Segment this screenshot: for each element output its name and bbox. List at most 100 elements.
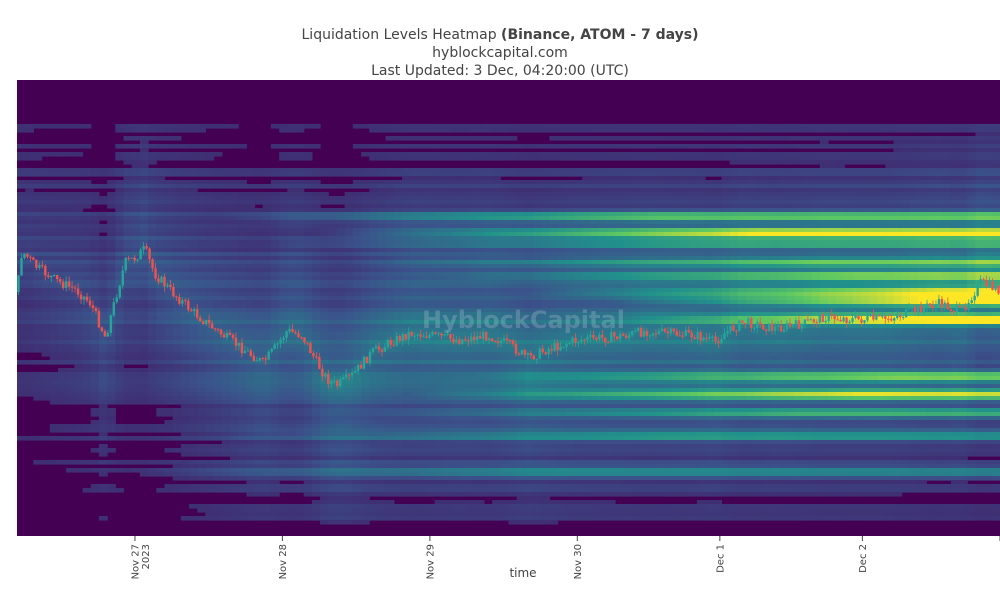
heatmap-cell bbox=[205, 488, 215, 493]
heatmap-cell bbox=[451, 344, 460, 349]
heatmap-cell bbox=[229, 332, 239, 337]
heatmap-cell bbox=[33, 344, 43, 349]
heatmap-cell bbox=[434, 424, 444, 429]
heatmap-cell bbox=[303, 508, 313, 513]
heatmap-cell bbox=[442, 180, 452, 185]
heatmap-cell bbox=[352, 336, 362, 341]
heatmap-cell bbox=[262, 516, 272, 521]
heatmap-cell bbox=[74, 424, 84, 429]
heatmap-cell bbox=[156, 360, 166, 365]
heatmap-cell bbox=[254, 304, 264, 309]
heatmap-cell bbox=[82, 172, 92, 177]
heatmap-cell bbox=[442, 360, 452, 365]
heatmap-cell bbox=[238, 428, 247, 433]
heatmap-cell bbox=[221, 320, 231, 325]
heatmap-cell bbox=[279, 168, 288, 173]
heatmap-cell bbox=[213, 252, 223, 257]
heatmap-cell bbox=[467, 128, 477, 133]
heatmap-cell bbox=[352, 328, 362, 333]
heatmap-cell bbox=[131, 248, 141, 253]
heatmap-cell bbox=[238, 184, 247, 189]
heatmap-cell bbox=[279, 208, 288, 213]
heatmap-cell bbox=[287, 384, 297, 389]
heatmap-cell bbox=[180, 244, 190, 249]
heatmap-cell bbox=[483, 220, 493, 225]
heatmap-cell bbox=[246, 304, 256, 309]
heatmap-cell bbox=[49, 308, 59, 313]
heatmap-cell bbox=[246, 336, 256, 341]
heatmap-cell bbox=[361, 492, 370, 497]
heatmap-cell bbox=[385, 460, 395, 465]
heatmap-cell bbox=[17, 240, 26, 245]
heatmap-cell bbox=[402, 468, 411, 473]
heatmap-cell bbox=[320, 504, 329, 509]
heatmap-cell bbox=[287, 280, 297, 285]
heatmap-cell bbox=[148, 136, 157, 141]
heatmap-cell bbox=[180, 392, 190, 397]
heatmap-cell bbox=[66, 300, 75, 305]
heatmap-cell bbox=[320, 276, 329, 281]
heatmap-cell bbox=[229, 444, 239, 449]
heatmap-cell bbox=[131, 468, 141, 473]
heatmap-cell bbox=[197, 228, 207, 233]
heatmap-cell bbox=[17, 232, 26, 237]
heatmap-cell bbox=[180, 316, 190, 321]
heatmap-cell bbox=[467, 476, 477, 481]
heatmap-cell bbox=[41, 280, 51, 285]
heatmap-cell bbox=[197, 316, 207, 321]
heatmap-cell bbox=[74, 460, 84, 465]
heatmap-cell bbox=[180, 272, 190, 277]
heatmap-cell bbox=[98, 252, 108, 257]
heatmap-cell bbox=[156, 468, 166, 473]
heatmap-cell bbox=[500, 332, 510, 337]
heatmap-cell bbox=[229, 320, 239, 325]
heatmap-cell bbox=[483, 372, 493, 377]
heatmap-cell bbox=[385, 252, 395, 257]
heatmap-cell bbox=[459, 504, 469, 509]
heatmap-cell bbox=[393, 440, 403, 445]
heatmap-cell bbox=[25, 124, 34, 129]
heatmap-cell bbox=[442, 184, 452, 189]
heatmap-cell bbox=[98, 488, 108, 493]
heatmap-cell bbox=[483, 396, 493, 401]
heatmap-cell bbox=[49, 312, 59, 317]
heatmap-cell bbox=[393, 260, 403, 265]
heatmap-cell bbox=[483, 416, 493, 421]
heatmap-cell bbox=[98, 380, 108, 385]
heatmap-cell bbox=[287, 316, 297, 321]
heatmap-cell bbox=[434, 296, 444, 301]
heatmap-cell bbox=[500, 376, 510, 381]
heatmap-cell bbox=[492, 452, 501, 457]
heatmap-cell bbox=[393, 464, 403, 469]
heatmap-cell bbox=[352, 332, 362, 337]
heatmap-cell bbox=[254, 380, 264, 385]
heatmap-cell bbox=[221, 236, 231, 241]
heatmap-cell bbox=[189, 324, 198, 329]
heatmap-cell bbox=[500, 352, 510, 357]
heatmap-cell bbox=[516, 232, 526, 237]
heatmap-cell bbox=[107, 488, 116, 493]
heatmap-cell bbox=[295, 476, 305, 481]
heatmap-cell bbox=[238, 416, 247, 421]
heatmap-cell bbox=[98, 264, 108, 269]
heatmap-cell bbox=[295, 260, 305, 265]
heatmap-cell bbox=[418, 208, 428, 213]
heatmap-cell bbox=[221, 344, 231, 349]
heatmap-cell bbox=[336, 168, 346, 173]
heatmap-cell bbox=[344, 400, 354, 405]
heatmap-cell bbox=[148, 204, 157, 209]
heatmap-cell bbox=[492, 492, 501, 497]
heatmap-cell bbox=[492, 412, 501, 417]
heatmap-cell bbox=[254, 292, 264, 297]
heatmap-cell bbox=[492, 404, 501, 409]
heatmap-cell bbox=[320, 260, 329, 265]
heatmap-cell bbox=[483, 296, 493, 301]
heatmap-cell bbox=[270, 260, 280, 265]
heatmap-cell bbox=[516, 268, 526, 273]
heatmap-cell bbox=[254, 436, 264, 441]
heatmap-cell bbox=[115, 384, 125, 389]
heatmap-cell bbox=[238, 452, 247, 457]
heatmap-cell bbox=[361, 340, 370, 345]
heatmap-cell bbox=[115, 212, 125, 217]
heatmap-cell bbox=[156, 300, 166, 305]
